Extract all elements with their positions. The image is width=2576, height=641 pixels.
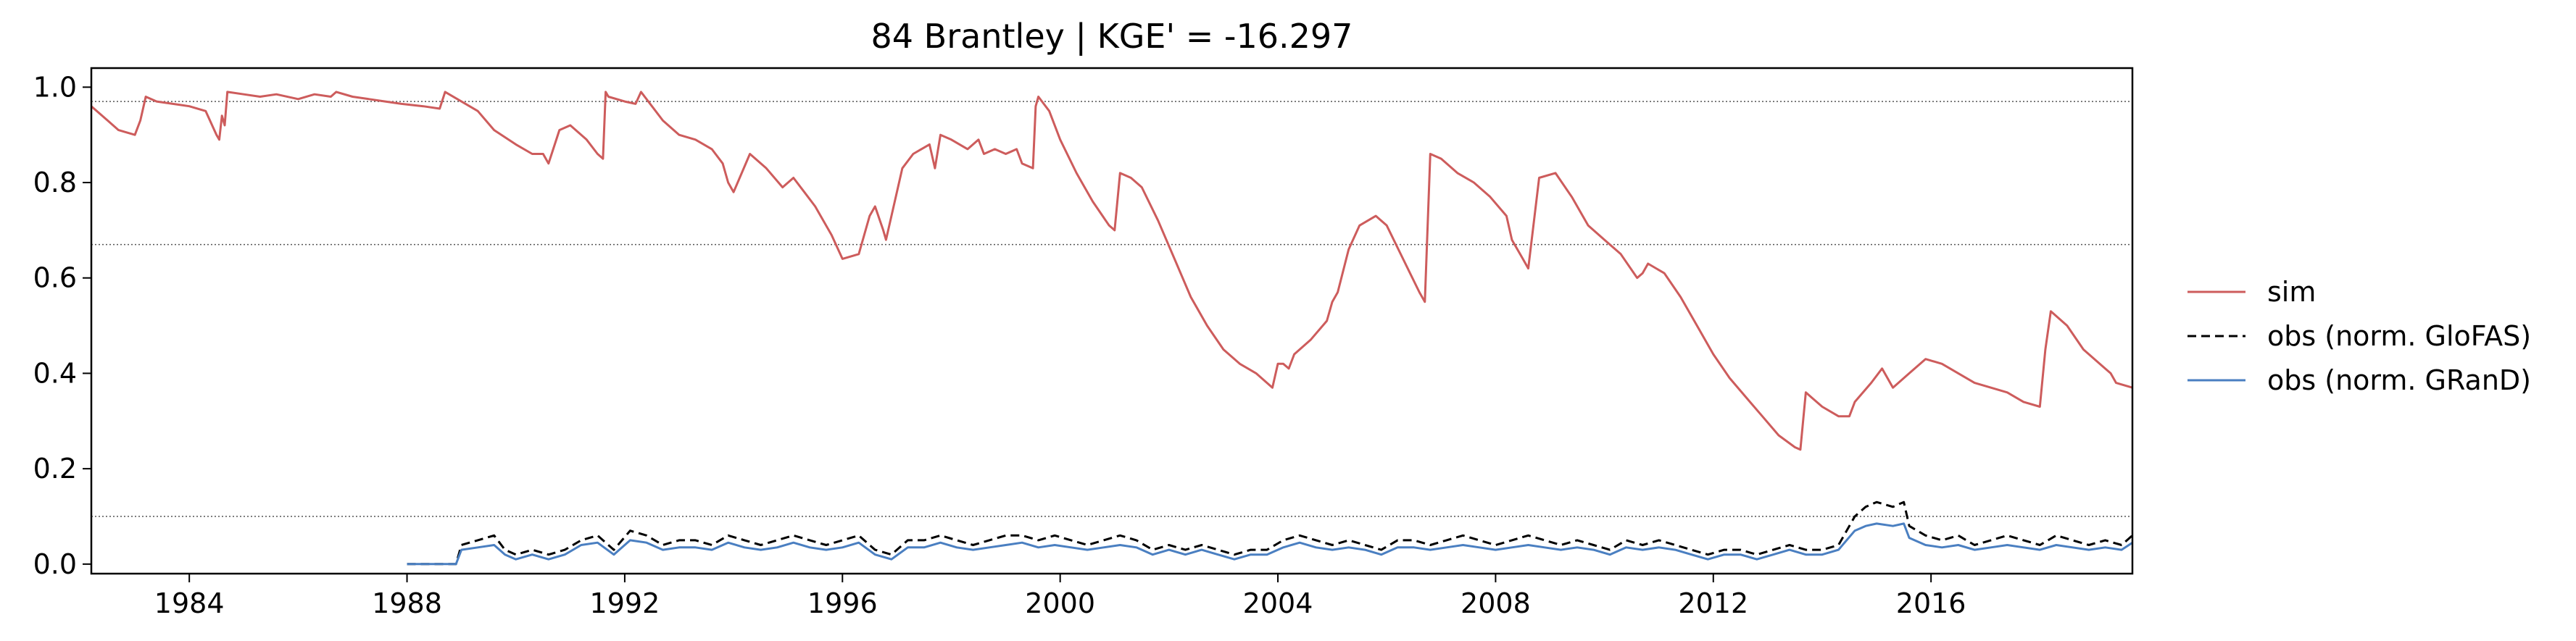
plot-frame: [90, 67, 2134, 575]
y-tick-label: 0.0: [33, 548, 77, 580]
legend-label-glofas: obs (norm. GloFAS): [2267, 320, 2531, 352]
series-line-obs-grand: [407, 522, 2133, 566]
reference-lines: [91, 101, 2132, 517]
series-layer: [91, 91, 2133, 566]
legend-label-grand: obs (norm. GRanD): [2267, 364, 2531, 396]
series-line-sim: [91, 91, 2133, 451]
x-tick-label: 1988: [372, 587, 442, 619]
x-tick-label: 2016: [1896, 587, 1966, 619]
y-tick-label: 0.4: [33, 357, 77, 389]
x-tick-label: 1984: [154, 587, 225, 619]
y-tick-label: 0.8: [33, 167, 77, 198]
legend: sim obs (norm. GloFAS) obs (norm. GRanD): [2187, 276, 2531, 396]
y-tick-label: 1.0: [33, 71, 77, 103]
y-axis: 0.0 0.2 0.4 0.6 0.8 1.0: [33, 71, 91, 580]
series-line-obs-glofas: [407, 500, 2133, 566]
x-tick-label: 1992: [590, 587, 660, 619]
x-tick-label: 1996: [807, 587, 878, 619]
chart-title: 84 Brantley | KGE' = -16.297: [871, 17, 1353, 56]
x-tick-label: 2008: [1461, 587, 1531, 619]
x-tick-label: 2004: [1243, 587, 1313, 619]
y-tick-label: 0.6: [33, 262, 77, 294]
x-axis: 1984 1988 1992 1996 2000 2004 2008 2012 2016: [154, 574, 1966, 619]
legend-label-sim: sim: [2267, 276, 2316, 308]
x-tick-label: 2012: [1678, 587, 1748, 619]
y-tick-label: 0.2: [33, 453, 77, 485]
x-tick-label: 2000: [1025, 587, 1095, 619]
